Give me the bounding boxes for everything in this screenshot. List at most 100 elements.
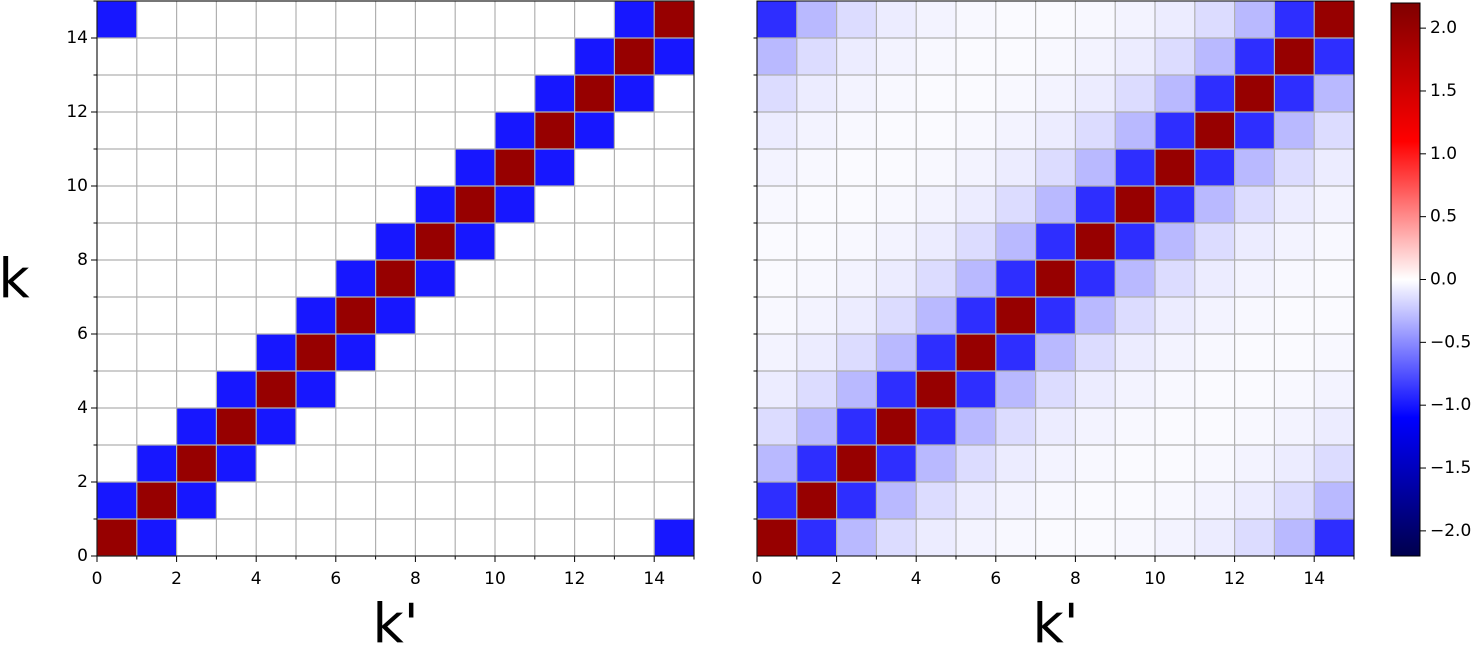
heatmap-cell (296, 371, 336, 408)
heatmap-cell (1274, 38, 1315, 75)
heatmap-cell (1234, 482, 1275, 519)
heatmap-cell (534, 297, 575, 334)
heatmap-cell (796, 223, 837, 260)
heatmap-cell (614, 1, 655, 38)
heatmap-cell (375, 297, 416, 334)
heatmap-cell (415, 297, 456, 334)
heatmap-cell (1075, 112, 1116, 149)
x-tick-label: 4 (251, 569, 262, 589)
heatmap-cell (415, 186, 456, 223)
heatmap-cell (995, 38, 1036, 75)
heatmap-cell (455, 112, 495, 149)
heatmap-cell (956, 334, 996, 371)
heatmap-cell (534, 1, 575, 38)
heatmap-cell (534, 482, 575, 519)
heatmap-cell (495, 334, 535, 371)
heatmap-cell (1314, 149, 1354, 186)
heatmap-cell (916, 149, 956, 186)
heatmap-cell (534, 149, 575, 186)
heatmap-cell (335, 519, 376, 556)
heatmap-cell (757, 1, 797, 38)
heatmap-cell (836, 75, 877, 112)
colorbar (1390, 2, 1421, 557)
heatmap-cell (1155, 445, 1195, 482)
heatmap-cell (654, 112, 694, 149)
heatmap-cell (136, 149, 177, 186)
heatmap-cell (176, 223, 217, 260)
heatmap-cell (375, 445, 416, 482)
heatmap-cell (375, 149, 416, 186)
heatmap-cell (876, 223, 917, 260)
heatmap-cell (296, 75, 336, 112)
heatmap-cell (1115, 112, 1155, 149)
heatmap-cell (256, 482, 296, 519)
heatmap-cell (216, 149, 257, 186)
heatmap-cell (995, 445, 1036, 482)
heatmap-cell (176, 186, 217, 223)
heatmap-cell (1075, 519, 1116, 556)
heatmap-cell (296, 186, 336, 223)
heatmap-cell (97, 260, 137, 297)
heatmap-cell (375, 1, 416, 38)
heatmap-cell (1274, 408, 1315, 445)
y-tick-label: 14 (66, 28, 88, 48)
heatmap-cell (876, 75, 917, 112)
heatmap-cell (1314, 260, 1354, 297)
heatmap-cell (136, 38, 177, 75)
heatmap-cell (1075, 408, 1116, 445)
heatmap-cell (995, 149, 1036, 186)
x-tick-label: 2 (831, 569, 842, 589)
heatmap-cell (1314, 112, 1354, 149)
heatmap-cell (796, 260, 837, 297)
heatmap-cell (455, 75, 495, 112)
heatmap-cell (916, 186, 956, 223)
heatmap-cell (956, 38, 996, 75)
heatmap-cell (1035, 371, 1076, 408)
heatmap-cell (1314, 482, 1354, 519)
heatmap-cell (574, 75, 615, 112)
heatmap-cell (495, 519, 535, 556)
heatmap-cell (495, 408, 535, 445)
heatmap-cell (1234, 445, 1275, 482)
heatmap-cell (534, 75, 575, 112)
heatmap-cell (757, 445, 797, 482)
heatmap-cell (1155, 223, 1195, 260)
heatmap-cell (1234, 260, 1275, 297)
heatmap-cell (455, 334, 495, 371)
heatmap-cell (614, 38, 655, 75)
heatmap-cell (176, 75, 217, 112)
heatmap-cell (574, 519, 615, 556)
heatmap-cell (876, 149, 917, 186)
heatmap-cell (1274, 334, 1315, 371)
heatmap-cell (916, 260, 956, 297)
heatmap-cell (455, 445, 495, 482)
heatmap-cell (136, 186, 177, 223)
heatmap-cell (97, 519, 137, 556)
heatmap-cell (495, 223, 535, 260)
heatmap-cell (614, 519, 655, 556)
x-tick-label: 12 (1224, 569, 1246, 589)
heatmap-cell (415, 371, 456, 408)
heatmap-cell (876, 371, 917, 408)
heatmap-cell (1194, 1, 1235, 38)
heatmap-cell (415, 112, 456, 149)
heatmap-cell (136, 112, 177, 149)
heatmap-cell (495, 149, 535, 186)
heatmap-cell (176, 334, 217, 371)
heatmap-cell (757, 371, 797, 408)
heatmap-cell (574, 445, 615, 482)
heatmap-cell (757, 408, 797, 445)
heatmap-cell (796, 75, 837, 112)
heatmap-cell (335, 408, 376, 445)
x-tick-label: 6 (330, 569, 341, 589)
heatmap-cell (1234, 186, 1275, 223)
heatmap-cell (216, 1, 257, 38)
heatmap-cell (757, 75, 797, 112)
heatmap-cell (574, 371, 615, 408)
heatmap-cell (534, 334, 575, 371)
heatmap-cell (1274, 112, 1315, 149)
heatmap-cell (216, 482, 257, 519)
heatmap-cell (995, 112, 1036, 149)
heatmap-cell (836, 445, 877, 482)
heatmap-cell (1115, 149, 1155, 186)
